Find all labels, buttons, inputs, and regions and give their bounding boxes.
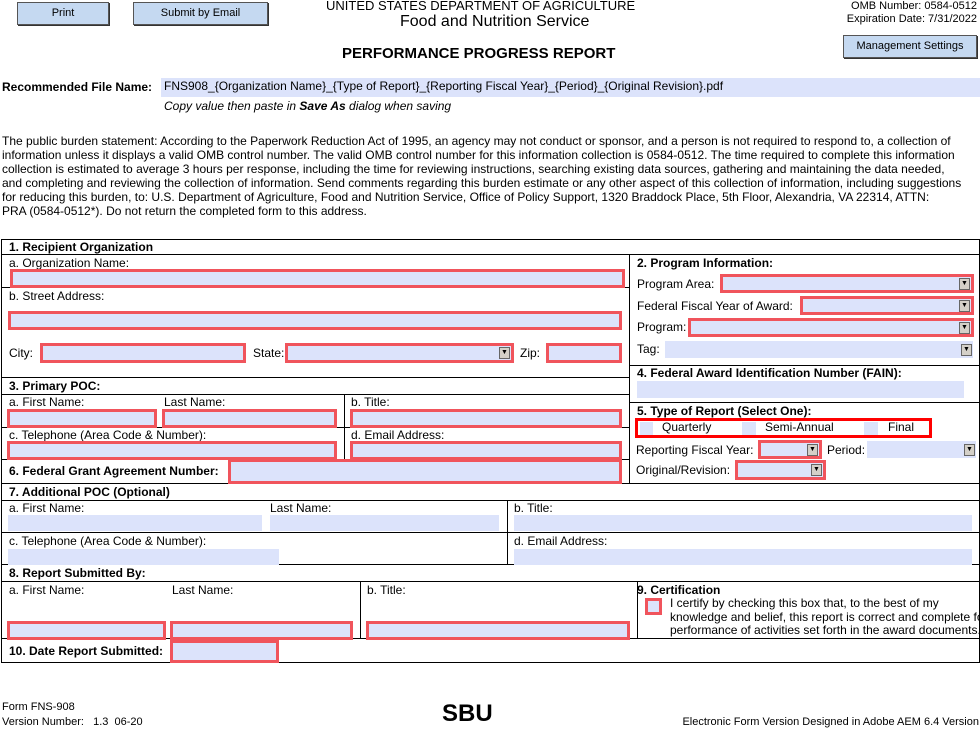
- org-name-label: a. Organization Name:: [9, 256, 130, 270]
- section-10-title: 10. Date Report Submitted:: [9, 644, 164, 658]
- version-number: Version Number: 1.3 06-20: [2, 716, 143, 728]
- city-input[interactable]: [40, 343, 246, 363]
- section-8-title: 8. Report Submitted By:: [9, 566, 146, 580]
- program-label: Program:: [637, 320, 687, 334]
- semi-annual-radio[interactable]: [742, 422, 756, 435]
- section-7-title: 7. Additional POC (Optional): [9, 485, 170, 499]
- print-button[interactable]: Print: [17, 2, 109, 25]
- section-9-title: 9. Certification: [637, 583, 721, 597]
- zip-input[interactable]: [546, 343, 622, 363]
- street-input[interactable]: [8, 311, 622, 330]
- submitter-last-input[interactable]: [170, 621, 353, 640]
- chevron-down-icon[interactable]: ▼: [964, 443, 975, 456]
- reporting-fy-select[interactable]: ▼: [758, 440, 822, 459]
- program-select[interactable]: ▼: [688, 318, 974, 337]
- ffy-award-label: Federal Fiscal Year of Award:: [637, 299, 793, 313]
- program-area-label: Program Area:: [637, 277, 715, 291]
- section-3-title: 3. Primary POC:: [9, 379, 101, 393]
- submitter-title-input[interactable]: [366, 621, 630, 640]
- city-label: City:: [9, 346, 33, 360]
- chevron-down-icon[interactable]: ▼: [959, 277, 970, 290]
- submitter-title-label: b. Title:: [367, 583, 406, 597]
- poc-first-input[interactable]: [7, 409, 157, 428]
- agency-name: UNITED STATES DEPARTMENT OF AGRICULTURE: [326, 0, 636, 13]
- certification-text: I certify by checking this box that, to …: [670, 596, 980, 637]
- section-2-title: 2. Program Information:: [637, 256, 774, 270]
- poc-title-label: b. Title:: [351, 395, 390, 409]
- page-title: PERFORMANCE PROGRESS REPORT: [342, 45, 616, 62]
- poc-last-input[interactable]: [162, 409, 337, 428]
- save-hint: Copy value then paste in Save As dialog …: [164, 99, 452, 113]
- add-poc-telephone-label: c. Telephone (Area Code & Number):: [9, 534, 207, 548]
- fain-input[interactable]: [637, 381, 964, 398]
- add-poc-title-input[interactable]: [514, 515, 972, 531]
- designed-note: Electronic Form Version Designed in Adob…: [682, 716, 979, 728]
- date-submitted-input[interactable]: [170, 640, 279, 663]
- add-poc-title-label: b. Title:: [514, 501, 553, 515]
- reporting-fy-label: Reporting Fiscal Year:: [636, 443, 754, 457]
- submitter-last-label: Last Name:: [172, 583, 234, 597]
- burden-statement: The public burden statement: According t…: [2, 134, 962, 218]
- file-name-label: Recommended File Name:: [2, 80, 153, 94]
- street-label: b. Street Address:: [9, 289, 105, 303]
- chevron-down-icon[interactable]: ▼: [959, 321, 970, 334]
- chevron-down-icon[interactable]: ▼: [499, 347, 510, 359]
- form-number: Form FNS-908: [2, 701, 75, 713]
- file-name-field[interactable]: FNS908_{Organization Name}_{Type of Repo…: [161, 78, 980, 97]
- original-revision-label: Original/Revision:: [636, 463, 731, 477]
- poc-title-input[interactable]: [350, 409, 622, 428]
- service-name: Food and Nutrition Service: [400, 13, 590, 30]
- chevron-down-icon[interactable]: ▼: [959, 299, 970, 312]
- add-poc-last-input[interactable]: [270, 515, 499, 531]
- state-label: State:: [253, 346, 285, 360]
- omb-number: OMB Number: 0584-0512: [851, 0, 977, 12]
- tag-label: Tag:: [637, 342, 660, 356]
- poc-last-label: Last Name:: [164, 395, 226, 409]
- file-name-value: FNS908_{Organization Name}_{Type of Repo…: [164, 79, 724, 93]
- expiration-date: Expiration Date: 7/31/2022: [846, 13, 977, 25]
- section-4-title: 4. Federal Award Identification Number (…: [637, 366, 902, 380]
- poc-email-input[interactable]: [350, 441, 622, 460]
- submitter-first-input[interactable]: [7, 621, 166, 640]
- state-select[interactable]: ▼: [285, 343, 514, 363]
- chevron-down-icon[interactable]: ▼: [811, 464, 822, 476]
- section-5-title: 5. Type of Report (Select One):: [637, 404, 812, 418]
- section-6-title: 6. Federal Grant Agreement Number:: [9, 464, 219, 478]
- ffy-award-select[interactable]: ▼: [800, 296, 974, 315]
- poc-telephone-input[interactable]: [7, 441, 337, 460]
- quarterly-label: Quarterly: [662, 420, 712, 434]
- program-area-select[interactable]: ▼: [720, 274, 974, 293]
- quarterly-radio[interactable]: [640, 422, 653, 435]
- section-1-title: 1. Recipient Organization: [9, 240, 154, 254]
- final-radio[interactable]: [864, 422, 878, 435]
- chevron-down-icon[interactable]: ▼: [961, 343, 972, 356]
- add-poc-telephone-input[interactable]: [8, 549, 279, 565]
- tag-select[interactable]: ▼: [665, 341, 973, 358]
- zip-label: Zip:: [520, 346, 541, 360]
- original-revision-select[interactable]: ▼: [735, 460, 826, 480]
- report-type-group: Quarterly Semi-Annual Final: [635, 418, 932, 438]
- certification-checkbox[interactable]: [645, 598, 662, 615]
- sbu-marking: SBU: [442, 700, 493, 727]
- poc-email-label: d. Email Address:: [351, 428, 445, 442]
- add-poc-first-label: a. First Name:: [9, 501, 85, 515]
- grant-agreement-input[interactable]: [228, 459, 622, 484]
- add-poc-email-label: d. Email Address:: [514, 534, 608, 548]
- poc-telephone-label: c. Telephone (Area Code & Number):: [9, 428, 207, 442]
- submit-by-email-button[interactable]: Submit by Email: [133, 2, 268, 25]
- period-label: Period:: [827, 443, 866, 457]
- semi-annual-label: Semi-Annual: [765, 420, 834, 434]
- org-name-input[interactable]: [10, 269, 625, 288]
- final-label: Final: [888, 420, 915, 434]
- chevron-down-icon[interactable]: ▼: [807, 443, 818, 456]
- add-poc-last-label: Last Name:: [270, 501, 332, 515]
- add-poc-first-input[interactable]: [8, 515, 262, 531]
- management-settings-button[interactable]: Management Settings: [843, 35, 977, 58]
- add-poc-email-input[interactable]: [514, 549, 972, 565]
- period-select[interactable]: ▼: [867, 441, 976, 458]
- submitter-first-label: a. First Name:: [9, 583, 85, 597]
- poc-first-label: a. First Name:: [9, 395, 85, 409]
